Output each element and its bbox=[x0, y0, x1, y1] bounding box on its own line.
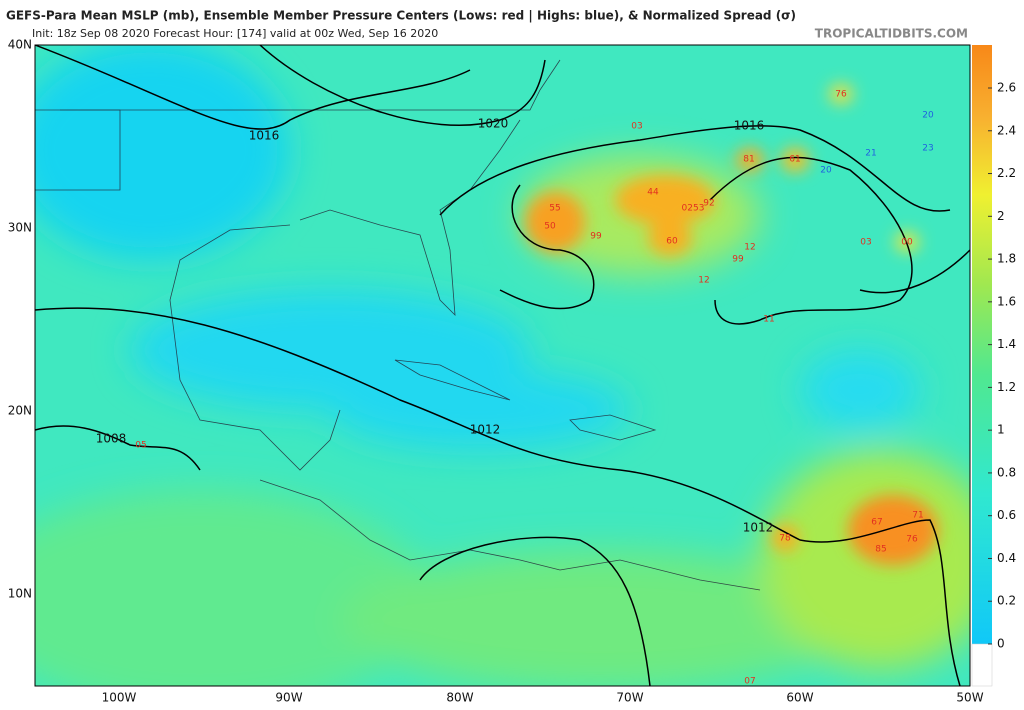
isobar-label: 1016 bbox=[249, 129, 280, 143]
lat-label: 20N bbox=[8, 404, 32, 418]
low-center: 99 bbox=[590, 232, 602, 242]
isobar-label: 1012 bbox=[743, 521, 774, 535]
low-center: 00 bbox=[901, 238, 913, 248]
lon-label: 100W bbox=[102, 691, 137, 705]
colorbar-empty bbox=[971, 643, 993, 687]
colorbar-tick-label: 1.2 bbox=[997, 380, 1016, 394]
low-center: 71 bbox=[912, 511, 923, 521]
lon-label: 80W bbox=[446, 691, 473, 705]
credit: TROPICALTIDBITS.COM bbox=[815, 27, 968, 41]
low-center: 99 bbox=[732, 255, 744, 265]
lat-label: 30N bbox=[8, 221, 32, 235]
colorbar-tick-label: 1.4 bbox=[997, 337, 1016, 351]
colorbar-tick-label: 1.6 bbox=[997, 294, 1016, 308]
colorbar-tick-label: 2 bbox=[997, 209, 1005, 223]
low-center: 85 bbox=[875, 545, 886, 555]
colorbar-tick-label: 0.4 bbox=[997, 551, 1016, 565]
colorbar-tick-label: 2.4 bbox=[997, 123, 1016, 137]
map-field bbox=[35, 45, 970, 686]
map-frame bbox=[34, 44, 971, 687]
low-center: 12 bbox=[744, 243, 755, 253]
low-center: 44 bbox=[647, 188, 659, 198]
colorbar-tick-label: 0.6 bbox=[997, 508, 1016, 522]
low-center: 03 bbox=[860, 238, 871, 248]
isobar-label: 1020 bbox=[478, 117, 509, 131]
low-center: 11 bbox=[763, 315, 774, 325]
low-center: 05 bbox=[135, 441, 146, 451]
lon-label: 70W bbox=[616, 691, 643, 705]
colorbar-tick-label: 0 bbox=[997, 637, 1005, 651]
isobar-label: 1008 bbox=[96, 432, 127, 446]
title: GEFS-Para Mean MSLP (mb), Ensemble Membe… bbox=[6, 9, 796, 23]
low-center: 55 bbox=[549, 204, 560, 214]
lon-label: 50W bbox=[956, 691, 983, 705]
colorbar-tick-label: 1.8 bbox=[997, 252, 1016, 266]
colorbar-tick-label: 1 bbox=[997, 423, 1005, 437]
low-center: 07 bbox=[744, 677, 755, 687]
low-center: 12 bbox=[698, 276, 709, 286]
high-center: 23 bbox=[922, 144, 933, 154]
low-center: 76 bbox=[835, 90, 847, 100]
colorbar-tick-label: 0.8 bbox=[997, 465, 1016, 479]
high-center: 20 bbox=[820, 166, 832, 176]
lon-label: 60W bbox=[786, 691, 813, 705]
high-center: 20 bbox=[922, 111, 934, 121]
low-center: 03 bbox=[631, 122, 642, 132]
low-center: 61 bbox=[789, 155, 800, 165]
low-center: 76 bbox=[906, 535, 918, 545]
lon-label: 90W bbox=[275, 691, 302, 705]
high-center: 21 bbox=[865, 149, 876, 159]
isobar-label: 1016 bbox=[734, 119, 765, 133]
low-center: 78 bbox=[779, 534, 791, 544]
low-center: 92 bbox=[703, 199, 714, 209]
colorbar bbox=[972, 45, 992, 644]
lat-label: 10N bbox=[8, 587, 32, 601]
lat-label: 40N bbox=[8, 38, 32, 52]
colorbar-tick-label: 0.2 bbox=[997, 594, 1016, 608]
low-center: 60 bbox=[666, 237, 678, 247]
isobar-label: 1012 bbox=[470, 423, 501, 437]
low-center: 81 bbox=[743, 155, 754, 165]
low-center: 67 bbox=[871, 518, 882, 528]
colorbar-tick-label: 2.2 bbox=[997, 166, 1016, 180]
low-center: 50 bbox=[544, 222, 556, 232]
colorbar-tick-label: 2.6 bbox=[997, 81, 1016, 95]
low-center: 0253 bbox=[682, 204, 705, 214]
subtitle: Init: 18z Sep 08 2020 Forecast Hour: [17… bbox=[32, 27, 438, 40]
